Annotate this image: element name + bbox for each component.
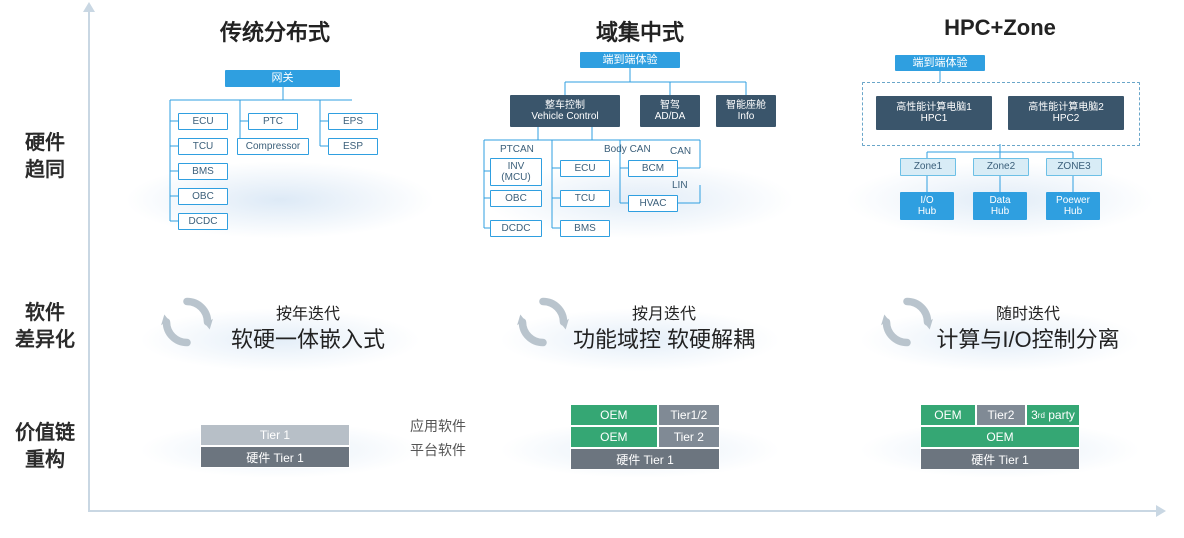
iteration-cadence: 按月迭代 (554, 300, 774, 324)
node-box: BMS (560, 220, 610, 237)
node-box: 高性能计算电脑2 HPC2 (1008, 96, 1124, 130)
node-box: Zone2 (973, 158, 1029, 176)
node-box: 端到端体验 (580, 52, 680, 68)
node-box: EPS (328, 113, 378, 130)
value-chain-stack: OEMTier23rd partyOEM硬件 Tier 1 (920, 404, 1080, 470)
x-axis (88, 510, 1158, 512)
node-box: TCU (178, 138, 228, 155)
node-box: BMS (178, 163, 228, 180)
node-box: PTC (248, 113, 298, 130)
value-chain-stack: Tier 1硬件 Tier 1 (200, 424, 350, 468)
iteration-cadence: 随时迭代 (918, 300, 1138, 324)
node-box: HVAC (628, 195, 678, 212)
iteration-cadence: 按年迭代 (198, 300, 418, 324)
node-box: ZONE3 (1046, 158, 1102, 176)
node-box: 端到端体验 (895, 55, 985, 71)
value-chain-cell: Tier 2 (658, 426, 720, 448)
node-box: DCDC (490, 220, 542, 237)
value-chain-cell: OEM (570, 404, 658, 426)
row-label: 价值链 重构 (6, 420, 84, 474)
bus-label: CAN (670, 146, 691, 158)
node-box: 整车控制 Vehicle Control (510, 95, 620, 127)
value-chain-stack: OEMTier1/2OEMTier 2硬件 Tier 1 (570, 404, 720, 470)
value-chain-cell: 3rd party (1026, 404, 1080, 426)
bus-label: LIN (672, 180, 688, 192)
vc-side-label: 应用软件 (410, 416, 466, 436)
node-box: OBC (178, 188, 228, 205)
value-chain-cell: OEM (570, 426, 658, 448)
column-header: HPC+Zone (840, 15, 1160, 41)
column-header: 域集中式 (470, 15, 810, 47)
value-chain-cell: Tier2 (976, 404, 1026, 426)
column-header: 传统分布式 (110, 15, 440, 47)
node-box: Compressor (237, 138, 309, 155)
node-box: INV (MCU) (490, 158, 542, 186)
node-box: ECU (560, 160, 610, 177)
value-chain-cell: 硬件 Tier 1 (200, 446, 350, 468)
node-box: OBC (490, 190, 542, 207)
node-box: 高性能计算电脑1 HPC1 (876, 96, 992, 130)
node-box: I/O Hub (900, 192, 954, 220)
software-strategy: 软硬一体嵌入式 (178, 322, 438, 354)
bus-label: PTCAN (500, 144, 534, 156)
value-chain-cell: Tier1/2 (658, 404, 720, 426)
value-chain-cell: 硬件 Tier 1 (920, 448, 1080, 470)
node-box: 智能座舱 Info (716, 95, 776, 127)
node-box: TCU (560, 190, 610, 207)
software-strategy: 计算与I/O控制分离 (898, 322, 1158, 354)
value-chain-cell: OEM (920, 404, 976, 426)
value-chain-cell: OEM (920, 426, 1080, 448)
node-box: Poewer Hub (1046, 192, 1100, 220)
node-box: 网关 (225, 70, 340, 87)
value-chain-cell: Tier 1 (200, 424, 350, 446)
node-box: 智驾 AD/DA (640, 95, 700, 127)
vc-side-label: 平台软件 (410, 440, 466, 460)
row-label: 硬件 趋同 (6, 130, 84, 184)
node-box: BCM (628, 160, 678, 177)
node-box: DCDC (178, 213, 228, 230)
y-axis (88, 10, 90, 510)
node-box: ESP (328, 138, 378, 155)
architecture-evolution-diagram: 传统分布式域集中式 HPC+Zone 硬件 趋同软件 差异化价值链 重构 网关 ECU T… (0, 0, 1184, 538)
row-label: 软件 差异化 (6, 300, 84, 354)
bus-label: Body CAN (604, 144, 651, 156)
node-box: Zone1 (900, 158, 956, 176)
node-box: ECU (178, 113, 228, 130)
node-box: Data Hub (973, 192, 1027, 220)
value-chain-cell: 硬件 Tier 1 (570, 448, 720, 470)
software-strategy: 功能域控 软硬解耦 (534, 322, 794, 354)
